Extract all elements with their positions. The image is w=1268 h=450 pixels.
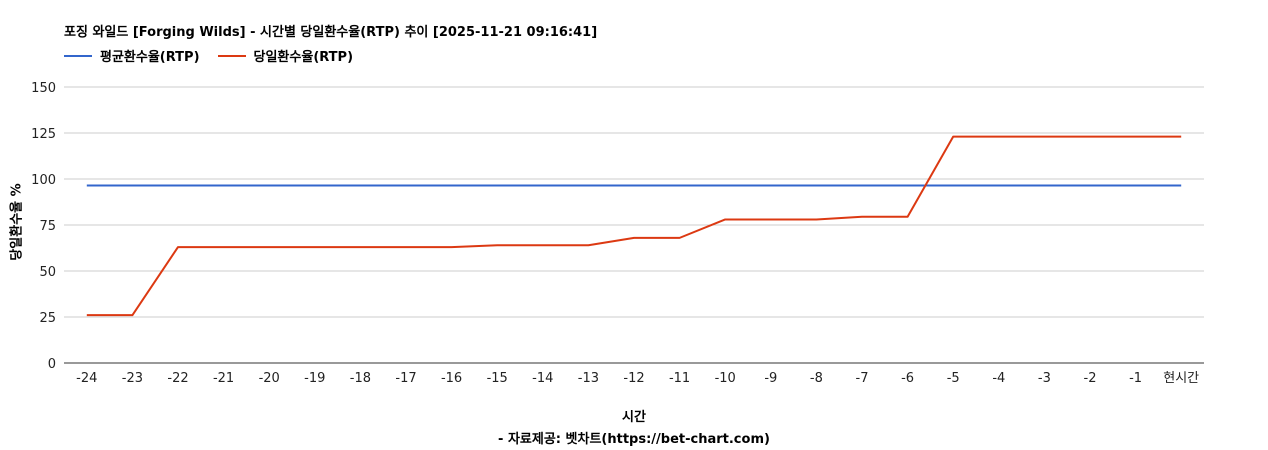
legend-swatch-daily <box>217 54 246 57</box>
x-tick-label: -24 <box>76 371 97 386</box>
y-tick-label: 100 <box>31 173 56 188</box>
x-tick-label: -6 <box>901 371 914 386</box>
source-credit: - 자료제공: 벳차트(https://bet-chart.com) <box>498 432 770 447</box>
x-tick-label: -2 <box>1084 371 1097 386</box>
y-tick-label: 75 <box>39 219 56 234</box>
x-tick-label: -14 <box>532 371 553 386</box>
y-tick-label: 0 <box>48 357 56 372</box>
x-tick-label: -20 <box>259 371 280 386</box>
legend-item-average[interactable]: 평균환수율(RTP) <box>64 46 200 65</box>
x-tick-label: -9 <box>764 371 777 386</box>
x-tick-label: -4 <box>992 371 1005 386</box>
series-line-daily[interactable] <box>86 135 1182 317</box>
y-tick-label: 125 <box>31 127 56 142</box>
legend-label-daily: 당일환수율(RTP) <box>253 50 354 65</box>
x-tick-label: 현시간 <box>1163 371 1199 386</box>
legend-label-average: 평균환수율(RTP) <box>100 50 200 65</box>
x-tick-label: -3 <box>1038 371 1051 386</box>
x-tick-label: -8 <box>810 371 823 386</box>
y-tick-label: 25 <box>39 311 56 326</box>
chart-title: 포징 와일드 [Forging Wilds] - 시간별 당일환수율(RTP) … <box>64 25 598 40</box>
x-tick-label: -7 <box>856 371 869 386</box>
x-tick-label: -17 <box>395 371 416 386</box>
x-tick-label: -5 <box>947 371 960 386</box>
x-tick-label: -13 <box>578 371 599 386</box>
x-tick-label: -21 <box>213 371 234 386</box>
legend-swatch-average <box>64 54 92 57</box>
x-tick-label: -10 <box>715 371 736 386</box>
y-axis-label: 당일환수율 % <box>9 183 25 261</box>
x-axis-label: 시간 <box>622 410 646 425</box>
x-tick-label: -18 <box>350 371 371 386</box>
x-tick-label: -12 <box>623 371 644 386</box>
y-tick-label: 50 <box>39 265 56 280</box>
legend: 평균환수율(RTP) 당일환수율(RTP) <box>64 46 371 65</box>
y-tick-label: 150 <box>31 81 56 96</box>
x-tick-label: -1 <box>1129 371 1142 386</box>
x-tick-label: -23 <box>122 371 143 386</box>
x-tick-label: -15 <box>487 371 508 386</box>
x-tick-label: -11 <box>669 371 690 386</box>
legend-item-daily[interactable]: 당일환수율(RTP) <box>217 46 354 65</box>
x-tick-label: -16 <box>441 371 462 386</box>
x-tick-label: -22 <box>167 371 188 386</box>
x-tick-label: -19 <box>304 371 325 386</box>
